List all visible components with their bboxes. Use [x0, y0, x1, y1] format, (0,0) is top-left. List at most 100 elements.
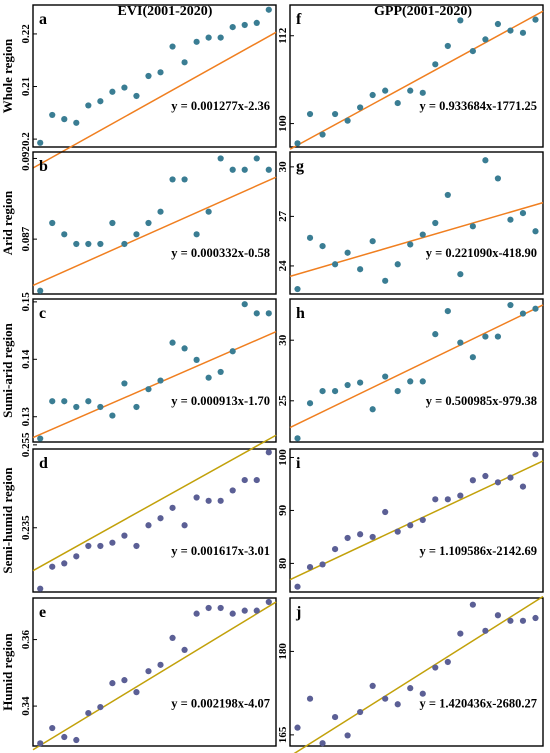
data-point — [85, 398, 92, 405]
data-point — [494, 479, 502, 486]
data-point — [265, 310, 272, 317]
data-point — [145, 668, 152, 675]
panel-h: 25 30 h y = 0.500985x-979.38 — [277, 298, 544, 443]
data-point — [519, 310, 527, 317]
data-point — [61, 231, 68, 238]
fit-equation: y = 0.001617x-3.01 — [171, 544, 270, 558]
data-point — [145, 386, 152, 393]
data-point — [382, 277, 389, 284]
data-point — [319, 243, 326, 250]
y-tick-label: 0.235 — [20, 515, 32, 540]
data-point — [157, 377, 164, 384]
data-point — [419, 690, 426, 697]
data-point — [253, 155, 260, 162]
data-point — [432, 61, 439, 68]
data-point — [519, 209, 527, 217]
data-point — [306, 400, 314, 407]
data-point — [532, 16, 539, 23]
row-label: Sumi-arid region — [0, 322, 15, 418]
panel-f: 100 112 f y = 0.933684x-1771.25 — [277, 4, 544, 150]
data-point — [169, 43, 176, 50]
data-point — [507, 474, 514, 481]
data-point — [519, 29, 527, 36]
panel-b: 0.087 0.092 b y = 0.000332x-0.58 Arid region — [0, 146, 277, 295]
data-point — [306, 695, 314, 702]
fit-equation: y = 0.000913x-1.70 — [171, 394, 270, 408]
data-point — [331, 546, 339, 553]
data-point — [369, 406, 376, 413]
y-tick-label: 30 — [277, 161, 289, 173]
data-point — [319, 561, 326, 568]
data-point — [331, 261, 339, 268]
column-title-gpp: GPP(2001-2020) — [374, 4, 472, 19]
data-point — [482, 36, 489, 43]
data-point — [419, 516, 426, 524]
data-point — [344, 732, 351, 739]
trend-line — [32, 434, 277, 572]
data-point — [241, 476, 248, 484]
y-tick-label: 27 — [277, 210, 289, 222]
row-label: Whole region — [0, 38, 15, 113]
data-point — [49, 219, 56, 227]
row-label: Semi-humid region — [0, 467, 15, 574]
data-point — [205, 208, 212, 215]
data-point — [507, 617, 514, 624]
data-point — [229, 166, 236, 173]
data-point — [193, 494, 200, 501]
data-point — [394, 388, 401, 395]
data-point — [181, 59, 188, 66]
data-point — [344, 381, 351, 389]
trend-line — [32, 176, 277, 287]
data-point — [432, 496, 439, 503]
data-point — [319, 131, 326, 138]
data-point — [97, 98, 104, 105]
data-point — [482, 333, 489, 340]
data-point — [253, 476, 260, 484]
data-point — [482, 157, 489, 164]
data-point — [133, 92, 140, 100]
data-point — [169, 176, 176, 183]
panel-letter: f — [296, 11, 302, 28]
data-point — [357, 104, 364, 111]
data-point — [444, 191, 451, 199]
data-point — [382, 695, 389, 702]
data-point — [469, 601, 476, 608]
data-point — [507, 301, 514, 309]
fit-equation: y = 1.420436x-2680.27 — [419, 697, 537, 711]
trend-line — [289, 201, 544, 278]
panel-letter: i — [296, 455, 301, 472]
data-point — [407, 685, 414, 692]
data-point — [193, 356, 200, 363]
data-point — [205, 497, 212, 504]
row-label: Arid region — [0, 190, 15, 255]
data-point — [494, 333, 502, 340]
data-point — [241, 21, 248, 29]
data-point — [357, 708, 364, 716]
data-point — [382, 87, 389, 94]
data-point — [169, 634, 176, 642]
panel-frame — [289, 4, 544, 148]
fit-equation: y = 0.221090x-418.90 — [426, 246, 537, 260]
data-point — [407, 522, 414, 529]
y-tick-label: 100 — [277, 115, 289, 132]
trend-line — [32, 601, 277, 751]
data-point — [61, 116, 68, 123]
data-point — [145, 72, 152, 80]
data-point — [97, 703, 104, 711]
panel-frame — [289, 597, 544, 747]
panel-a: 0.2 0.21 0.22 a y = 0.001277x-2.36 Whole regi… — [0, 4, 277, 169]
data-point — [133, 689, 140, 696]
data-point — [432, 664, 439, 671]
y-tick-label: 30 — [277, 334, 289, 346]
data-point — [344, 249, 351, 256]
panel-letter: g — [296, 158, 304, 175]
data-point — [145, 522, 152, 529]
y-tick-label: 180 — [277, 643, 289, 660]
data-point — [532, 451, 539, 458]
data-point — [133, 542, 140, 550]
data-point — [85, 542, 92, 550]
data-point — [469, 477, 476, 484]
data-point — [532, 305, 539, 312]
y-tick-label: 25 — [277, 395, 289, 407]
